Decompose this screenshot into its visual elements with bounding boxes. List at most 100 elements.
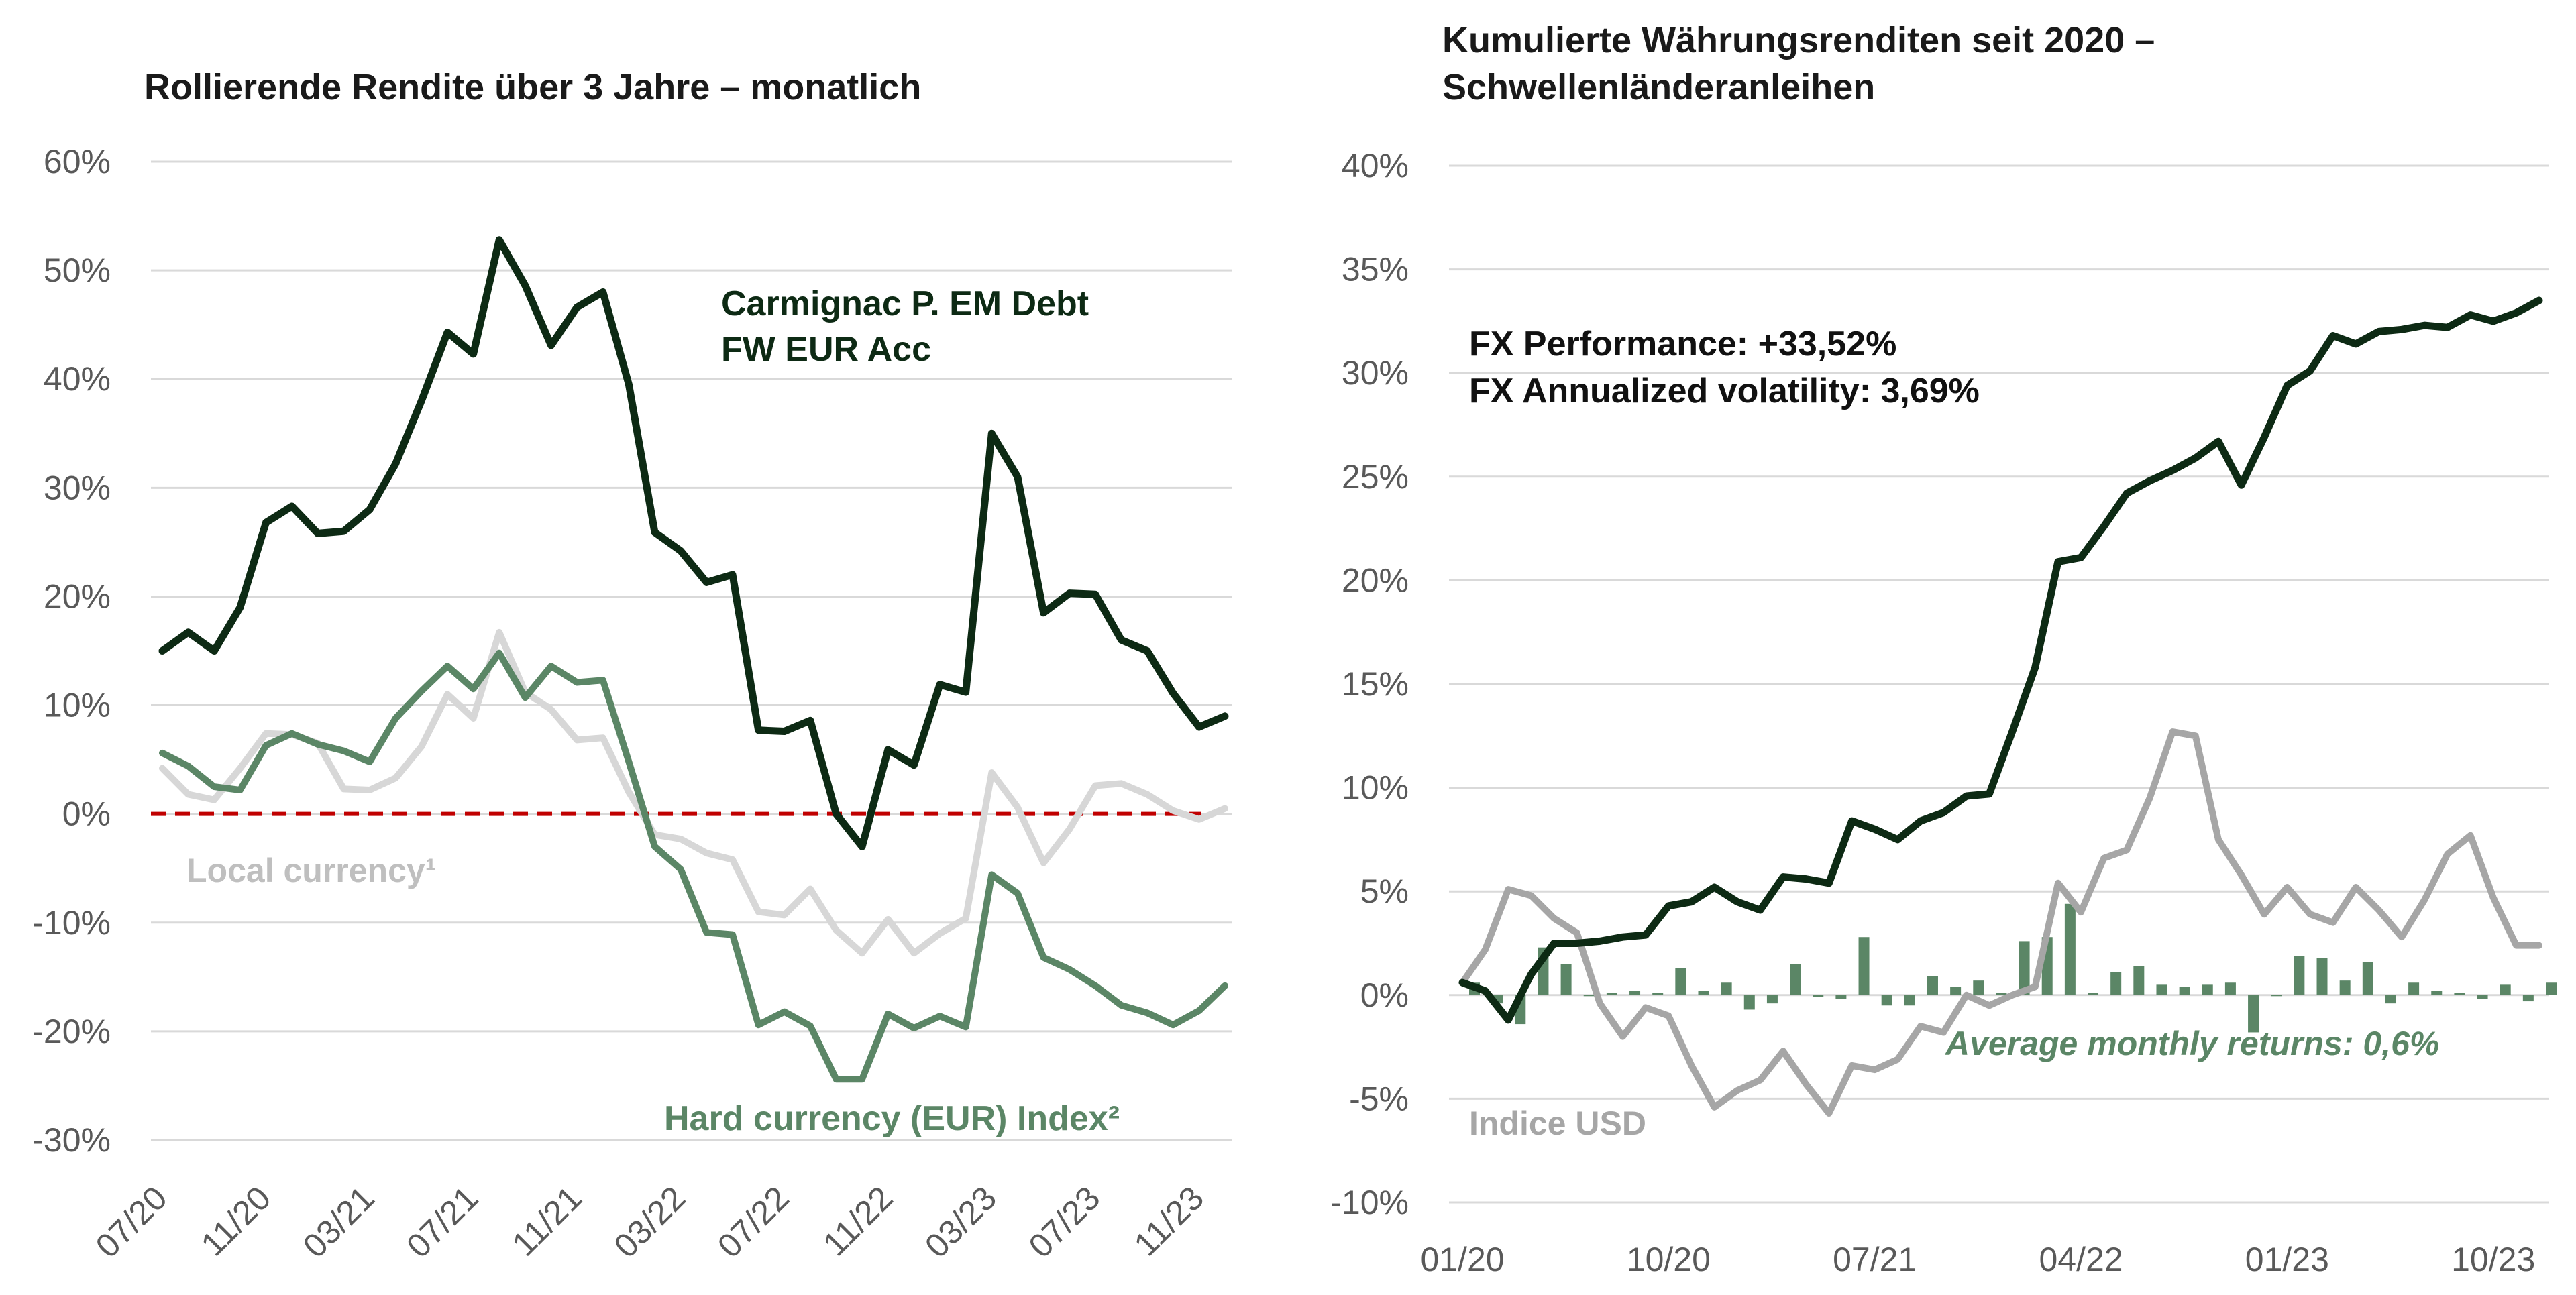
monthly-return-bar: [2546, 982, 2557, 995]
monthly-return-bar: [2454, 993, 2465, 995]
right-chart: Kumulierte Währungsrenditen seit 2020 – …: [1330, 20, 2557, 1278]
monthly-return-bar: [2224, 982, 2236, 995]
hard-currency-label: Hard currency (EUR) Index²: [664, 1099, 1120, 1138]
right-x-tick-label: 04/22: [2039, 1241, 2123, 1278]
left-y-tick-label: 0%: [62, 795, 111, 833]
fund-label-line-1: Carmignac P. EM Debt: [721, 284, 1089, 323]
right-x-tick-label: 01/23: [2245, 1241, 2329, 1278]
left-x-tick-label: 07/20: [89, 1179, 174, 1265]
left-line-local: [159, 628, 1228, 957]
right-gridlines: [1449, 164, 2549, 1204]
left-y-tick-label: 10%: [44, 687, 111, 724]
right-x-axis: 01/20 10/20 07/21 04/22 01/23 10/23: [1420, 1241, 2535, 1278]
left-chart-title: Rollierende Rendite über 3 Jahre – monat…: [144, 67, 921, 107]
monthly-return-bar: [2271, 995, 2282, 997]
left-x-tick-label: 11/20: [194, 1179, 278, 1263]
right-y-tick-label: 0%: [1360, 976, 1409, 1014]
right-title-line-1: Kumulierte Währungsrenditen seit 2020 –: [1442, 20, 2155, 60]
monthly-return-bar: [1858, 937, 1870, 995]
monthly-return-bar: [1652, 993, 1664, 995]
left-x-tick-label: 07/23: [1022, 1179, 1108, 1265]
left-x-tick-label: 07/21: [399, 1179, 485, 1265]
monthly-return-bar: [1721, 982, 1732, 995]
monthly-return-bar: [2431, 991, 2443, 995]
monthly-return-bar: [1927, 976, 1938, 995]
monthly-return-bar: [2088, 993, 2099, 995]
right-y-tick-label: 30%: [1342, 354, 1409, 392]
monthly-return-bar: [1996, 993, 2007, 995]
monthly-return-bar: [2477, 995, 2488, 999]
monthly-return-bar: [2385, 995, 2396, 1004]
right-title-line-2: Schwellenländeranleihen: [1442, 67, 1875, 107]
right-x-tick-label: 10/23: [2451, 1241, 2535, 1278]
left-y-tick-label: 20%: [44, 577, 111, 615]
left-line-fund: [158, 236, 1229, 850]
monthly-return-bar: [2248, 995, 2259, 1033]
left-line-hard: [159, 649, 1228, 1083]
monthly-return-bar: [1560, 964, 1572, 995]
usd-index-label: Indice USD: [1469, 1105, 1646, 1142]
monthly-return-bar: [1629, 991, 1641, 995]
monthly-return-bar: [2294, 956, 2305, 995]
right-x-tick-label: 01/20: [1420, 1241, 1504, 1278]
monthly-return-bar: [2133, 966, 2145, 995]
right-y-tick-label: 25%: [1342, 458, 1409, 496]
left-x-tick-label: 07/22: [710, 1179, 796, 1265]
monthly-return-bar: [2202, 984, 2213, 995]
monthly-return-bar: [1606, 993, 1617, 995]
left-x-tick-label: 03/23: [918, 1179, 1004, 1265]
right-line-fund: [1458, 296, 2543, 1024]
monthly-return-bar: [1904, 995, 1915, 1006]
monthly-return-bar: [1790, 964, 1801, 995]
left-y-tick-label: 40%: [44, 360, 111, 398]
right-line-usd: [1459, 728, 2542, 1117]
average-monthly-returns-annotation: Average monthly returns: 0,6%: [1944, 1025, 2439, 1062]
left-chart: Rollierende Rendite über 3 Jahre – monat…: [32, 67, 1232, 1265]
monthly-return-bar: [2522, 995, 2534, 1002]
monthly-return-bar: [2316, 958, 2328, 995]
monthly-return-bar: [2019, 941, 2030, 995]
right-x-tick-label: 10/20: [1627, 1241, 1711, 1278]
monthly-return-bar: [2362, 962, 2373, 995]
monthly-return-bar: [1743, 995, 1755, 1010]
right-chart-title: Kumulierte Währungsrenditen seit 2020 – …: [1442, 20, 2165, 107]
left-y-tick-label: -30%: [32, 1121, 111, 1159]
monthly-return-bar: [2156, 984, 2167, 995]
right-y-tick-label: 10%: [1342, 769, 1409, 807]
fund-series-label: Carmignac P. EM Debt FW EUR Acc: [721, 284, 1099, 369]
right-y-tick-label: -5%: [1349, 1080, 1409, 1117]
monthly-return-bar: [1698, 991, 1709, 995]
left-x-tick-label: 03/21: [296, 1179, 382, 1265]
left-y-tick-label: -10%: [32, 904, 111, 942]
left-x-tick-label: 11/23: [1127, 1179, 1211, 1263]
right-y-tick-label: 5%: [1360, 872, 1409, 910]
monthly-return-bar: [1973, 980, 1984, 995]
monthly-return-bar: [2339, 980, 2351, 995]
left-y-tick-label: 50%: [44, 251, 111, 289]
monthly-return-bar: [1813, 995, 1824, 997]
fx-performance-annotation: FX Performance: +33,52%: [1469, 325, 1896, 363]
monthly-return-bar: [2408, 982, 2420, 995]
left-y-axis: 60% 50% 40% 30% 20% 10% 0% -10% -20% -30%: [32, 143, 111, 1159]
fx-volatility-annotation: FX Annualized volatility: 3,69%: [1469, 372, 1980, 410]
monthly-return-bar: [1675, 968, 1686, 995]
monthly-return-bar: [1950, 987, 1962, 995]
left-x-tick-label: 03/22: [606, 1179, 692, 1265]
left-x-tick-label: 11/21: [504, 1179, 588, 1263]
right-y-tick-label: 35%: [1342, 251, 1409, 288]
left-y-tick-label: 30%: [44, 469, 111, 506]
monthly-return-bar: [2500, 984, 2511, 995]
right-y-axis: 40% 35% 30% 25% 20% 15% 10% 5% 0% -5% -10%: [1330, 147, 1409, 1221]
right-y-tick-label: 15%: [1342, 665, 1409, 703]
monthly-return-bar: [1835, 995, 1847, 999]
local-currency-label: Local currency¹: [186, 852, 436, 889]
right-x-tick-label: 07/21: [1833, 1241, 1917, 1278]
left-x-axis: 07/20 11/20 03/21 07/21 11/21 03/22 07/22 11/22…: [89, 1179, 1211, 1265]
monthly-return-bar: [2110, 972, 2122, 995]
left-series: [158, 236, 1229, 1083]
left-x-tick-label: 11/22: [816, 1179, 900, 1263]
monthly-return-bar: [1583, 995, 1595, 997]
monthly-return-bar: [1881, 995, 1892, 1006]
